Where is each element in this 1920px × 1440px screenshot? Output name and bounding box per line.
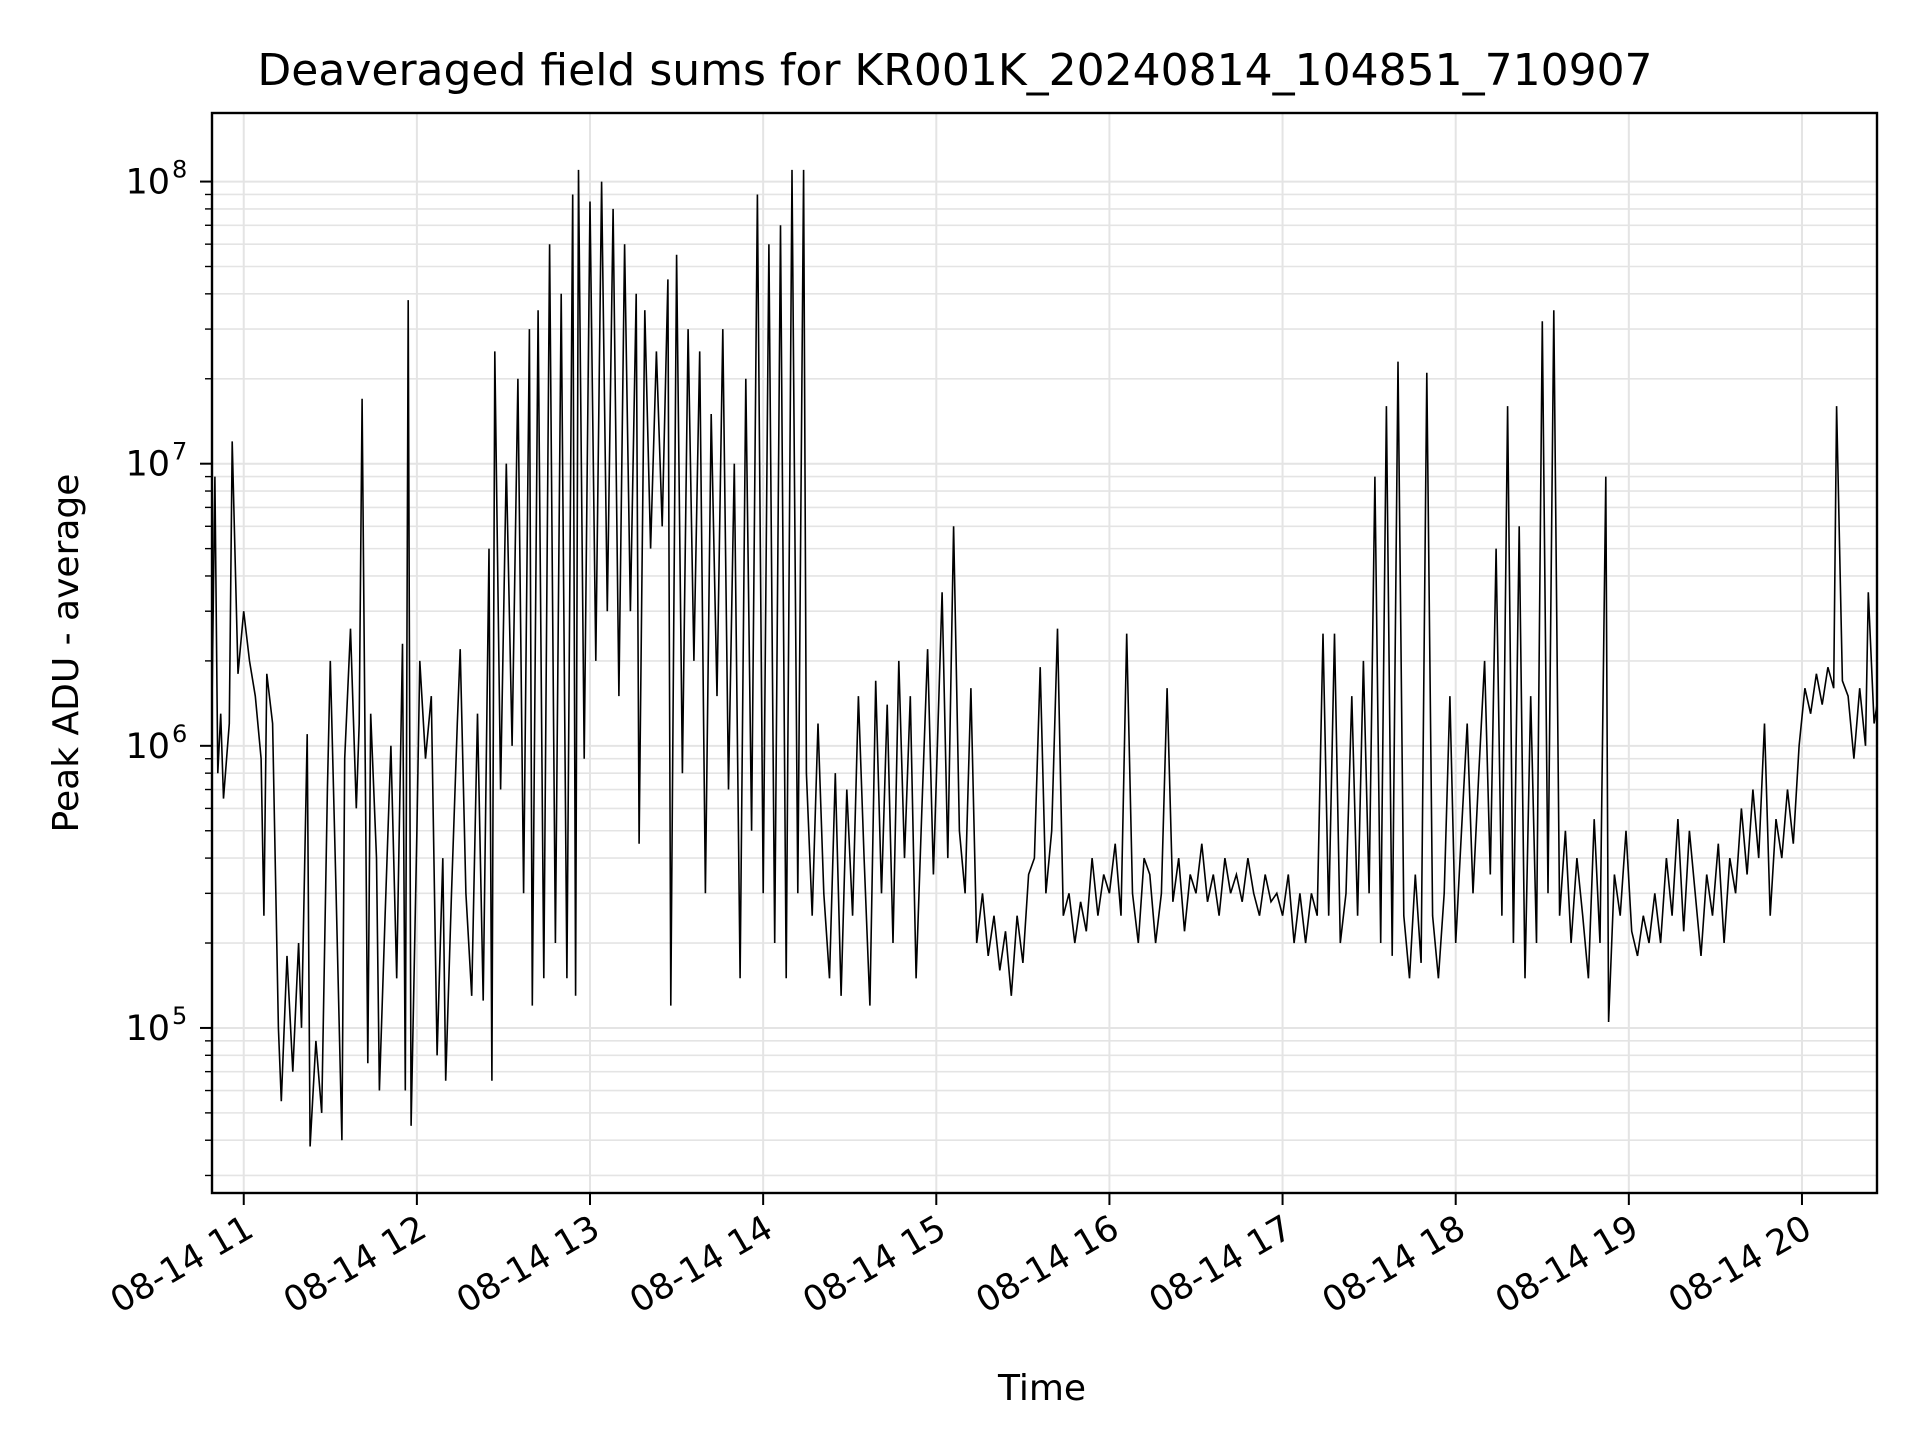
plot-area-frame <box>210 111 1879 1195</box>
series-layer <box>211 169 1878 1147</box>
y-tick-exponent: 7 <box>172 438 187 466</box>
y-tick-label: 10 <box>125 1009 170 1049</box>
y-tick-label: 10 <box>125 163 170 203</box>
series-line <box>211 169 1878 1147</box>
y-tick-exponent: 8 <box>172 156 187 184</box>
y-tick-label: 10 <box>125 727 170 767</box>
x-axis-label: Time <box>997 1368 1086 1409</box>
y-tick-exponent: 5 <box>172 1002 187 1030</box>
y-axis-label: Peak ADU - average <box>46 474 87 833</box>
y-tick-exponent: 6 <box>172 720 187 748</box>
y-tick-label: 10 <box>125 445 170 485</box>
chart-title: Deaveraged field sums for KR001K_2024081… <box>257 45 1652 96</box>
